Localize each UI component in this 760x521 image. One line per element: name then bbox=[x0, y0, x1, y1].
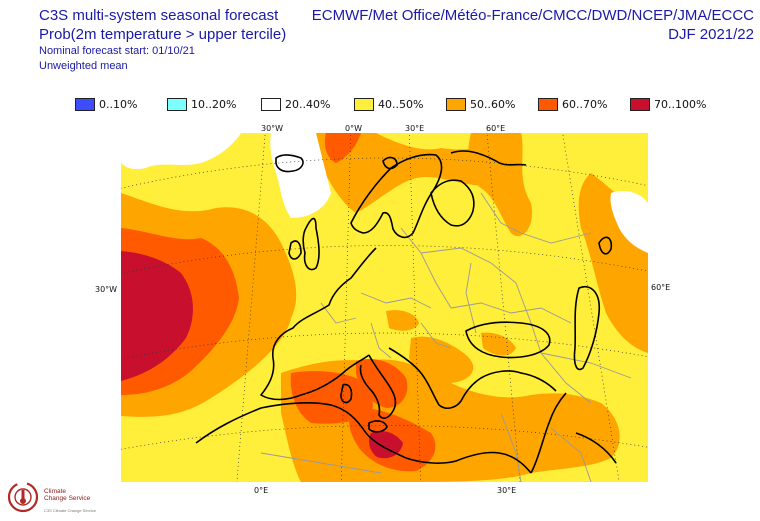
legend-label: 0..10% bbox=[99, 97, 138, 111]
legend-label: 20..40% bbox=[285, 97, 331, 111]
coast-svalbard bbox=[382, 156, 398, 170]
probability-50-60-balkans bbox=[409, 336, 474, 383]
probability-60-70-norwegian-sea bbox=[324, 133, 361, 163]
logo-name: Climate Change Service bbox=[44, 488, 91, 502]
coast-balkans bbox=[388, 347, 557, 410]
legend-label: 50..60% bbox=[470, 97, 516, 111]
lon-label-bottom-0e: 0°E bbox=[254, 486, 269, 495]
coast-black-sea bbox=[465, 321, 551, 359]
coast-sardinia bbox=[340, 383, 353, 404]
legend-item-40-50: 40..50% bbox=[354, 96, 423, 112]
lon-label-left-30w: 30°W bbox=[95, 285, 118, 294]
lon-label-bottom-30e: 30°E bbox=[497, 486, 517, 495]
map-canvas bbox=[121, 133, 648, 482]
coast-italy bbox=[359, 354, 397, 420]
logo-foot: C3S Climate Change Service bbox=[44, 508, 97, 513]
probability-legend: 0..10% 10..20% 20..40% 40..50% 50..60% 6… bbox=[75, 96, 735, 112]
coast-levant bbox=[530, 392, 567, 474]
lon-label-top-60e: 60°E bbox=[486, 124, 506, 133]
probability-50-60-anatolia bbox=[481, 332, 516, 356]
legend-swatch bbox=[75, 97, 95, 111]
coast-britain bbox=[302, 217, 320, 271]
legend-swatch bbox=[354, 97, 374, 111]
graticule-lines bbox=[121, 133, 648, 482]
coast-north-africa bbox=[195, 402, 532, 474]
probability-20-40-greenland bbox=[121, 133, 241, 170]
coast-europe-west bbox=[260, 247, 377, 401]
climate-logo-icon bbox=[7, 481, 39, 513]
country-borders bbox=[260, 192, 632, 482]
coast-iceland bbox=[275, 154, 304, 173]
coast-ireland bbox=[288, 240, 302, 260]
legend-item-60-70: 60..70% bbox=[538, 96, 607, 112]
season-label: DJF 2021/22 bbox=[668, 26, 754, 43]
coastlines bbox=[195, 150, 617, 474]
legend-swatch bbox=[538, 97, 558, 111]
coast-caspian bbox=[573, 286, 601, 371]
lon-label-top-30e: 30°E bbox=[405, 124, 425, 133]
coast-scandinavia bbox=[350, 153, 443, 239]
lon-label-right-60e: 60°E bbox=[651, 283, 671, 292]
forecast-start: Nominal forecast start: 01/10/21 bbox=[39, 45, 195, 57]
map-variable: Prob(2m temperature > upper tercile) bbox=[39, 26, 287, 43]
legend-label: 70..100% bbox=[654, 97, 707, 111]
probability-70-100-atlantic bbox=[121, 251, 193, 381]
agency-list: ECMWF/Met Office/Météo-France/CMCC/DWD/N… bbox=[311, 7, 754, 24]
legend-item-0-10: 0..10% bbox=[75, 96, 137, 112]
legend-label: 60..70% bbox=[562, 97, 608, 111]
probability-50-60-alps bbox=[386, 310, 419, 331]
legend-swatch bbox=[446, 97, 466, 111]
map-title: C3S multi-system seasonal forecast bbox=[39, 7, 279, 24]
c3s-logo: Climate Change Service C3S Climate Chang… bbox=[6, 478, 116, 518]
agency-block: ECMWF/Met Office/Météo-France/CMCC/DWD/N… bbox=[312, 6, 754, 44]
coast-sicily bbox=[368, 420, 388, 433]
lon-label-top-0: 0°W bbox=[345, 124, 362, 133]
coast-gulf bbox=[575, 432, 617, 464]
legend-item-50-60: 50..60% bbox=[446, 96, 515, 112]
probability-50-60-russia-north bbox=[468, 133, 532, 237]
forecast-map bbox=[121, 133, 648, 482]
legend-swatch bbox=[167, 97, 187, 111]
legend-item-10-20: 10..20% bbox=[167, 96, 236, 112]
probability-20-40-urals bbox=[610, 191, 648, 253]
legend-swatch bbox=[630, 97, 650, 111]
lon-label-top-30w: 30°W bbox=[261, 124, 284, 133]
weighting-note: Unweighted mean bbox=[39, 60, 128, 72]
title-block: C3S multi-system seasonal forecast Prob(… bbox=[39, 6, 286, 74]
coast-novaya-zemlya bbox=[598, 236, 613, 255]
legend-item-70-100: 70..100% bbox=[630, 96, 706, 112]
coast-north-russia bbox=[450, 150, 527, 166]
legend-swatch bbox=[261, 97, 281, 111]
coast-finland bbox=[430, 179, 475, 227]
legend-label: 40..50% bbox=[378, 97, 424, 111]
legend-item-20-40: 20..40% bbox=[261, 96, 330, 112]
probability-70-100-libya bbox=[369, 431, 403, 459]
legend-label: 10..20% bbox=[191, 97, 237, 111]
